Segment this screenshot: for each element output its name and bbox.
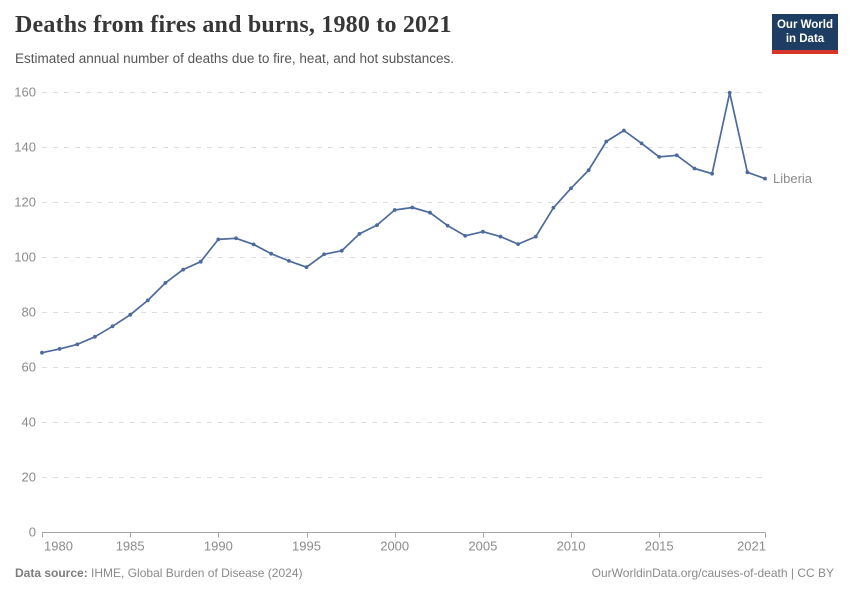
svg-text:0: 0 (29, 525, 36, 540)
svg-text:1990: 1990 (204, 539, 233, 554)
svg-text:1980: 1980 (44, 539, 73, 554)
data-source-value: IHME, Global Burden of Disease (2024) (91, 566, 303, 580)
svg-text:2010: 2010 (557, 539, 586, 554)
svg-text:120: 120 (14, 195, 36, 210)
series-end-label: Liberia (773, 171, 813, 186)
svg-text:2000: 2000 (380, 539, 409, 554)
svg-text:1985: 1985 (116, 539, 145, 554)
data-source-note: Data source: IHME, Global Burden of Dise… (15, 566, 302, 580)
svg-text:60: 60 (22, 360, 36, 375)
data-source-label: Data source: (15, 566, 88, 580)
owid-logo-line2: in Data (785, 33, 825, 46)
svg-text:100: 100 (14, 250, 36, 265)
svg-text:20: 20 (22, 470, 36, 485)
owid-logo[interactable]: Our World in Data (772, 14, 838, 54)
svg-text:2015: 2015 (645, 539, 674, 554)
page-title: Deaths from fires and burns, 1980 to 202… (15, 12, 452, 38)
svg-text:1995: 1995 (292, 539, 321, 554)
svg-text:40: 40 (22, 415, 36, 430)
svg-text:80: 80 (22, 305, 36, 320)
owid-logo-line1: Our World (776, 19, 833, 31)
svg-text:140: 140 (14, 140, 36, 155)
svg-text:160: 160 (14, 85, 36, 100)
svg-text:2021: 2021 (737, 539, 766, 554)
license-link[interactable]: OurWorldinData.org/causes-of-death | CC … (591, 566, 834, 580)
chart-subtitle: Estimated annual number of deaths due to… (15, 51, 455, 66)
svg-text:2005: 2005 (468, 539, 497, 554)
